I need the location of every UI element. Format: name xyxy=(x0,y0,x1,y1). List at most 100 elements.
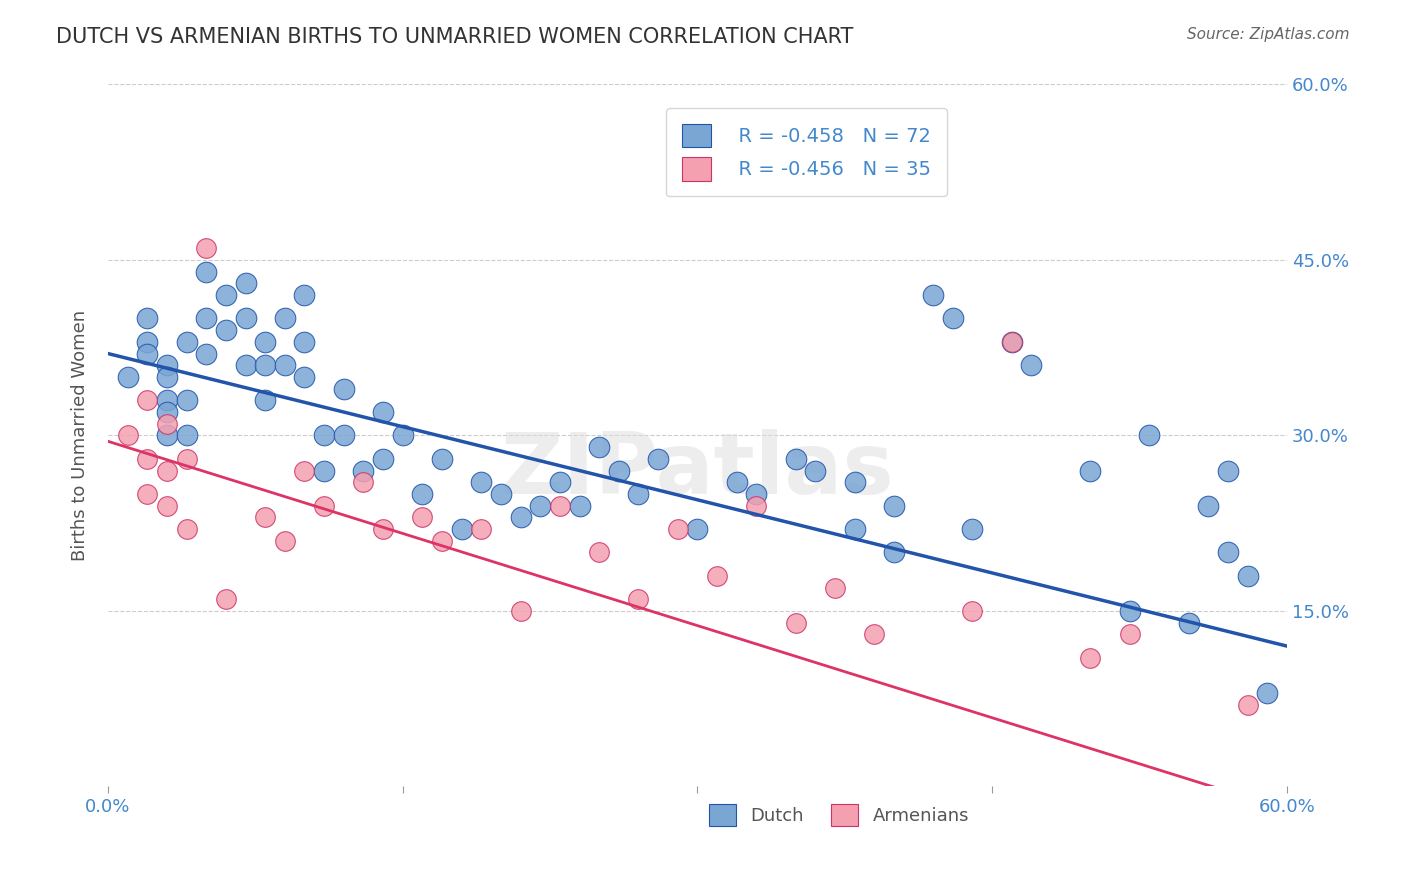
Point xyxy=(254,393,277,408)
Point xyxy=(352,464,374,478)
Text: Source: ZipAtlas.com: Source: ZipAtlas.com xyxy=(1187,27,1350,42)
Point xyxy=(274,311,297,326)
Point xyxy=(371,522,394,536)
Point xyxy=(942,311,965,326)
Point xyxy=(863,627,886,641)
Point xyxy=(1001,334,1024,349)
Point xyxy=(136,393,159,408)
Point xyxy=(844,522,866,536)
Point xyxy=(156,370,179,384)
Point xyxy=(117,370,139,384)
Point xyxy=(235,311,257,326)
Point xyxy=(470,522,492,536)
Point xyxy=(529,499,551,513)
Point xyxy=(962,522,984,536)
Point xyxy=(371,405,394,419)
Point xyxy=(785,451,807,466)
Point xyxy=(1021,358,1043,372)
Point xyxy=(294,334,316,349)
Text: DUTCH VS ARMENIAN BIRTHS TO UNMARRIED WOMEN CORRELATION CHART: DUTCH VS ARMENIAN BIRTHS TO UNMARRIED WO… xyxy=(56,27,853,46)
Point xyxy=(962,604,984,618)
Point xyxy=(195,241,218,255)
Point xyxy=(156,358,179,372)
Point xyxy=(883,545,905,559)
Point xyxy=(176,428,198,442)
Point xyxy=(489,487,512,501)
Point xyxy=(686,522,709,536)
Point xyxy=(725,475,748,490)
Point xyxy=(411,487,433,501)
Point xyxy=(804,464,827,478)
Point xyxy=(548,499,571,513)
Point xyxy=(176,451,198,466)
Point xyxy=(156,428,179,442)
Point xyxy=(195,311,218,326)
Point xyxy=(195,265,218,279)
Y-axis label: Births to Unmarried Women: Births to Unmarried Women xyxy=(72,310,89,561)
Point xyxy=(430,451,453,466)
Point xyxy=(314,464,336,478)
Point xyxy=(176,334,198,349)
Point xyxy=(548,475,571,490)
Point xyxy=(136,487,159,501)
Point xyxy=(1256,686,1278,700)
Point xyxy=(215,323,238,337)
Point xyxy=(235,277,257,291)
Point xyxy=(588,545,610,559)
Point xyxy=(176,522,198,536)
Point xyxy=(450,522,472,536)
Point xyxy=(117,428,139,442)
Point xyxy=(844,475,866,490)
Point xyxy=(254,334,277,349)
Point xyxy=(254,358,277,372)
Point xyxy=(391,428,413,442)
Point xyxy=(156,405,179,419)
Point xyxy=(314,499,336,513)
Point xyxy=(332,428,354,442)
Point xyxy=(509,604,531,618)
Point xyxy=(136,334,159,349)
Point xyxy=(1177,615,1199,630)
Point xyxy=(136,451,159,466)
Point xyxy=(1197,499,1219,513)
Point xyxy=(176,393,198,408)
Point xyxy=(922,288,945,302)
Point xyxy=(1236,569,1258,583)
Point xyxy=(294,370,316,384)
Point xyxy=(235,358,257,372)
Point xyxy=(332,382,354,396)
Point xyxy=(745,487,768,501)
Point xyxy=(824,581,846,595)
Point xyxy=(156,393,179,408)
Text: ZIPatlas: ZIPatlas xyxy=(501,429,894,512)
Point xyxy=(215,592,238,607)
Point xyxy=(371,451,394,466)
Point xyxy=(568,499,591,513)
Point xyxy=(470,475,492,490)
Point xyxy=(430,533,453,548)
Point xyxy=(1236,698,1258,712)
Point xyxy=(706,569,728,583)
Point xyxy=(1118,627,1140,641)
Point xyxy=(1137,428,1160,442)
Point xyxy=(1001,334,1024,349)
Point xyxy=(1216,464,1239,478)
Point xyxy=(627,592,650,607)
Point xyxy=(607,464,630,478)
Point xyxy=(352,475,374,490)
Point xyxy=(294,288,316,302)
Point xyxy=(1080,650,1102,665)
Point xyxy=(136,346,159,360)
Point xyxy=(294,464,316,478)
Point xyxy=(745,499,768,513)
Point xyxy=(254,510,277,524)
Point xyxy=(195,346,218,360)
Point xyxy=(411,510,433,524)
Point xyxy=(156,464,179,478)
Point xyxy=(136,311,159,326)
Legend: Dutch, Armenians: Dutch, Armenians xyxy=(702,797,976,834)
Point xyxy=(647,451,669,466)
Point xyxy=(314,428,336,442)
Point xyxy=(1080,464,1102,478)
Point xyxy=(274,533,297,548)
